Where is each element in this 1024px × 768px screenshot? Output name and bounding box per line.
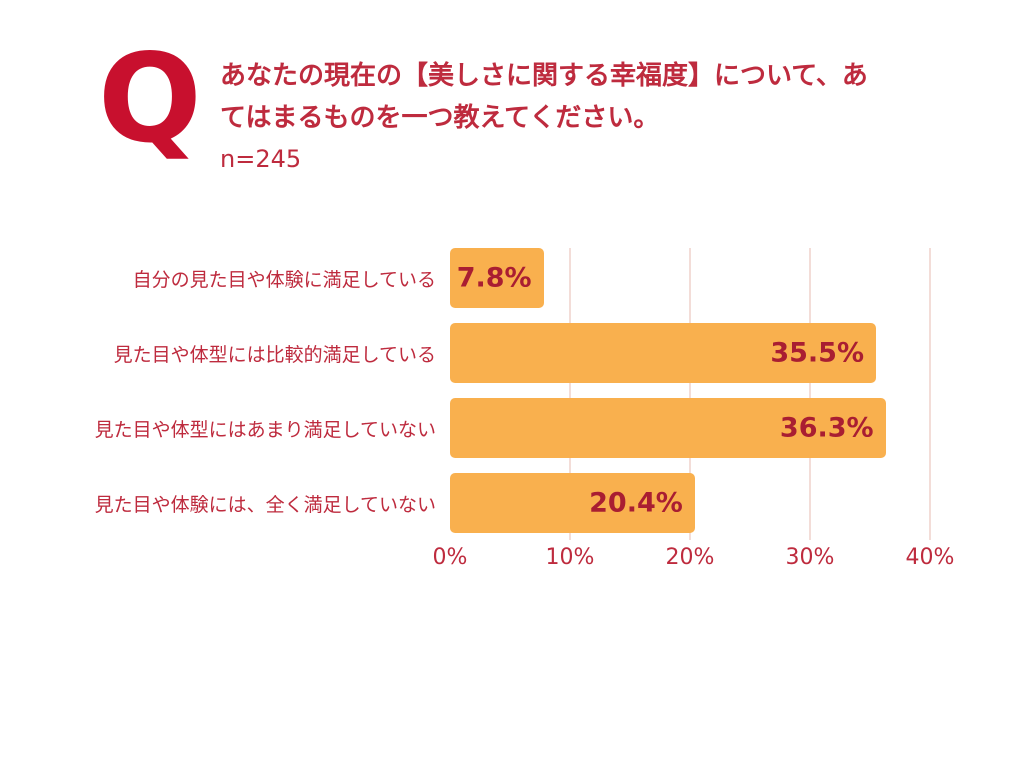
- chart-row: 見た目や体型にはあまり満足していない 36.3%: [60, 398, 940, 458]
- category-label: 見た目や体型にはあまり満足していない: [94, 418, 436, 441]
- question-header: あなたの現在の【美しさに関する幸福度】について、あてはまるものを一つ教えてくださ…: [220, 56, 870, 173]
- x-axis-tick: 20%: [665, 545, 715, 570]
- bar: 20.4%: [450, 473, 695, 533]
- gridline-layer: [450, 248, 931, 540]
- x-axis-tick: 30%: [785, 545, 835, 570]
- bar-track: 20.4%: [450, 473, 930, 533]
- chart-rows: 自分の見た目や体験に満足している 7.8% 見た目や体型には比較的満足している 35.…: [60, 248, 940, 533]
- sample-size: n=245: [220, 145, 302, 174]
- x-axis-tick: 40%: [905, 545, 955, 570]
- bar: 36.3%: [450, 398, 886, 458]
- question-text: あなたの現在の【美しさに関する幸福度】について、あてはまるものを一つ教えてくださ…: [220, 61, 868, 133]
- chart-row: 見た目や体験には、全く満足していない 20.4%: [60, 473, 940, 533]
- bar-track: 7.8%: [450, 248, 930, 308]
- category-label: 見た目や体験には、全く満足していない: [94, 493, 436, 516]
- value-label: 36.3%: [779, 412, 874, 444]
- bar: 35.5%: [450, 323, 876, 383]
- bar-track: 35.5%: [450, 323, 930, 383]
- gridline: [929, 248, 931, 540]
- x-axis-tick: 0%: [432, 545, 468, 570]
- gridline: [569, 248, 571, 540]
- bar-track: 36.3%: [450, 398, 930, 458]
- x-axis-tick: 10%: [545, 545, 595, 570]
- value-label: 20.4%: [589, 487, 683, 519]
- category-label: 自分の見た目や体験に満足している: [132, 268, 436, 291]
- category-label: 見た目や体型には比較的満足している: [113, 343, 436, 366]
- bar: 7.8%: [450, 248, 544, 308]
- chart-row: 見た目や体型には比較的満足している 35.5%: [60, 323, 940, 383]
- gridline: [689, 248, 691, 540]
- bar-chart: 自分の見た目や体験に満足している 7.8% 見た目や体型には比較的満足している 35.…: [60, 248, 955, 577]
- x-axis: 0% 10% 20% 30% 40%: [433, 545, 955, 577]
- value-label: 7.8%: [456, 262, 532, 294]
- q-mark-icon: Q: [98, 28, 202, 170]
- gridline: [809, 248, 811, 540]
- chart-row: 自分の見た目や体験に満足している 7.8%: [60, 248, 940, 308]
- value-label: 35.5%: [770, 337, 864, 369]
